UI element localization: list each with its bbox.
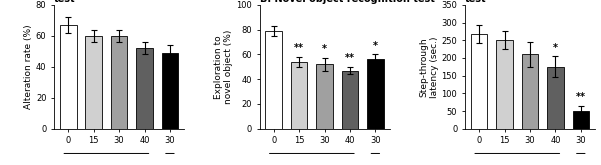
Y-axis label: Exploration to
novel object (%): Exploration to novel object (%) bbox=[214, 30, 233, 104]
Text: *: * bbox=[322, 44, 327, 54]
Bar bbox=[367, 59, 383, 129]
Bar bbox=[111, 36, 127, 129]
Bar bbox=[573, 111, 589, 129]
Bar bbox=[496, 40, 513, 129]
Bar bbox=[266, 31, 282, 129]
Bar bbox=[60, 25, 76, 129]
Text: B. Novel object recognition test: B. Novel object recognition test bbox=[260, 0, 435, 4]
Text: C. Passive avoidance
test: C. Passive avoidance test bbox=[465, 0, 580, 4]
Bar bbox=[547, 67, 564, 129]
Bar bbox=[291, 62, 307, 129]
Text: **: ** bbox=[576, 92, 586, 102]
Text: **: ** bbox=[294, 43, 304, 53]
Bar bbox=[471, 34, 487, 129]
Text: *: * bbox=[553, 43, 558, 52]
Text: *: * bbox=[373, 41, 378, 51]
Bar bbox=[162, 53, 178, 129]
Bar bbox=[342, 71, 358, 129]
Y-axis label: Alteration rate (%): Alteration rate (%) bbox=[24, 25, 33, 109]
Bar bbox=[522, 54, 538, 129]
Text: **: ** bbox=[345, 53, 355, 63]
Y-axis label: Step-through
latency (sec.): Step-through latency (sec.) bbox=[419, 36, 439, 98]
Bar bbox=[85, 36, 102, 129]
Bar bbox=[316, 64, 333, 129]
Text: A. Y-maze
test: A. Y-maze test bbox=[54, 0, 107, 4]
Bar bbox=[136, 48, 153, 129]
